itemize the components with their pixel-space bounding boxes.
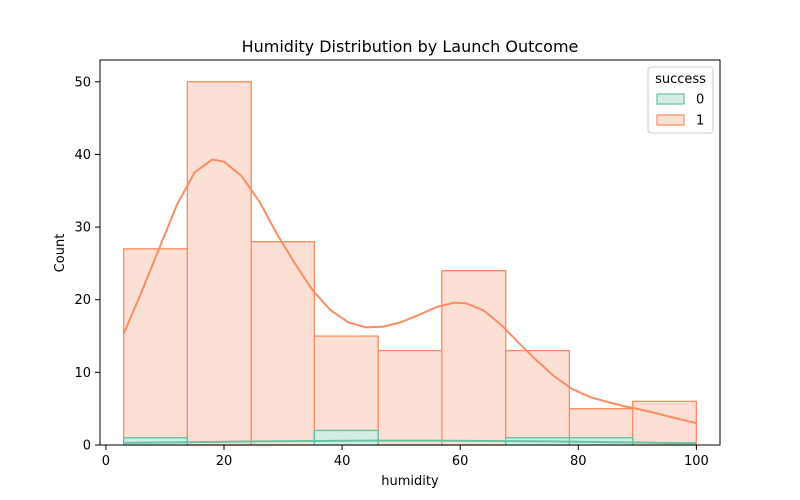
series-1-group [122,81,697,446]
x-tick-label-0: 0 [102,454,110,469]
y-tick-label-10: 10 [74,366,91,381]
legend-label-1: 1 [696,114,704,129]
chart-title: Humidity Distribution by Launch Outcome [242,37,579,56]
x-tick-label-40: 40 [334,454,351,469]
legend-label-0: 0 [696,93,704,108]
x-tick-label-80: 80 [570,454,587,469]
plot-area [122,81,697,446]
series-0-kde-line [123,439,697,445]
plot-frame [99,59,721,446]
y-tick-label-20: 20 [74,293,91,308]
y-tick-label-30: 30 [74,221,91,236]
y-tick-label-0: 0 [83,439,91,454]
series-1-kde-line [122,158,697,425]
y-tick-label-50: 50 [74,75,91,90]
legend-title: success [655,72,706,87]
y-axis-label: Count [53,234,68,273]
x-axis-label: humidity [381,474,439,489]
x-tick-label-100: 100 [684,454,709,469]
legend-swatch-0 [656,93,685,105]
y-tick-label-40: 40 [74,148,91,163]
legend: success 0 1 [647,66,714,134]
legend-swatch-1 [656,114,685,126]
series-1-area [123,81,697,445]
x-tick-label-60: 60 [452,454,469,469]
x-tick-label-20: 20 [216,454,233,469]
